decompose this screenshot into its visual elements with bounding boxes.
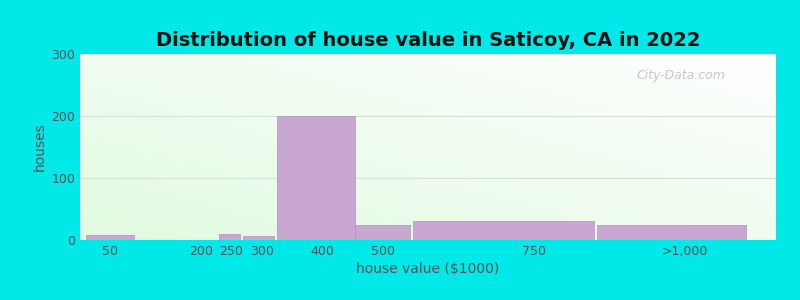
X-axis label: house value ($1000): house value ($1000) [356, 262, 500, 276]
Bar [413, 221, 594, 240]
Bar [277, 116, 355, 240]
Y-axis label: houses: houses [33, 123, 47, 171]
Bar [355, 224, 410, 240]
Bar [243, 236, 274, 240]
Bar [598, 224, 746, 240]
Bar [86, 235, 134, 240]
Text: City-Data.com: City-Data.com [637, 69, 726, 82]
Title: Distribution of house value in Saticoy, CA in 2022: Distribution of house value in Saticoy, … [156, 31, 700, 50]
Bar [219, 234, 240, 240]
